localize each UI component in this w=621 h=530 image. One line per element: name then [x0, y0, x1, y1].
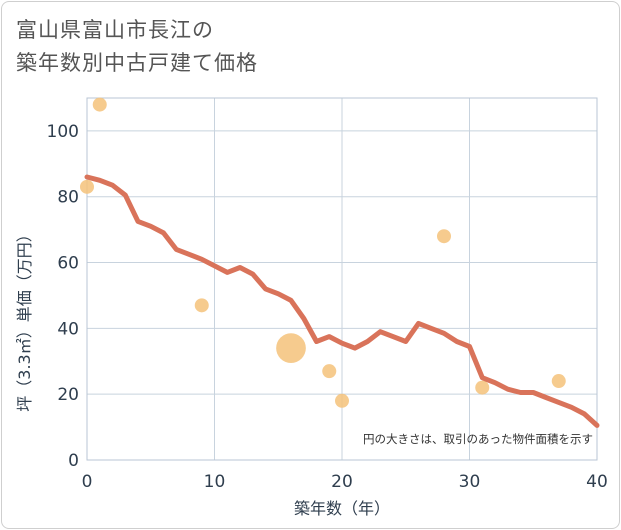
bubble-point: [335, 393, 349, 408]
x-tick-label: 10: [204, 472, 226, 492]
bubble-point: [276, 333, 306, 363]
plot-border: [86, 97, 598, 461]
bubble-point: [80, 179, 94, 194]
x-axis-label: 築年数（年）: [294, 499, 390, 518]
tick-labels: 0 10 20 30 40 0 20 40 60 80 100: [47, 122, 608, 492]
bubble-point: [322, 364, 337, 379]
x-tick-label: 30: [459, 472, 481, 492]
title-line-2: 築年数別中古戸建て価格: [16, 51, 258, 75]
y-tick-label: 100: [47, 122, 79, 142]
x-tick-label: 40: [586, 472, 608, 492]
y-tick-label: 0: [68, 451, 79, 471]
bubble-series: [80, 97, 566, 408]
size-note: 円の大きさは、取引のあった物件面積を示す: [363, 432, 593, 446]
bubble-point: [475, 380, 490, 395]
x-tick-label: 0: [82, 472, 93, 492]
y-tick-label: 60: [57, 254, 79, 274]
y-tick-label: 40: [57, 319, 79, 339]
bubble-point: [437, 229, 451, 244]
x-tick-label: 20: [331, 472, 353, 492]
chart-title: 富山県富山市長江の 築年数別中古戸建て価格: [16, 14, 258, 80]
trend-line: [84, 174, 600, 428]
bubble-point: [92, 97, 107, 112]
bubble-point: [194, 298, 209, 313]
y-axis-label: 坪（3.3㎡）単価（万円）: [15, 226, 34, 411]
y-tick-label: 80: [57, 188, 79, 208]
bubble-point: [551, 374, 566, 389]
y-tick-label: 20: [57, 385, 79, 405]
title-line-1: 富山県富山市長江の: [16, 18, 214, 42]
